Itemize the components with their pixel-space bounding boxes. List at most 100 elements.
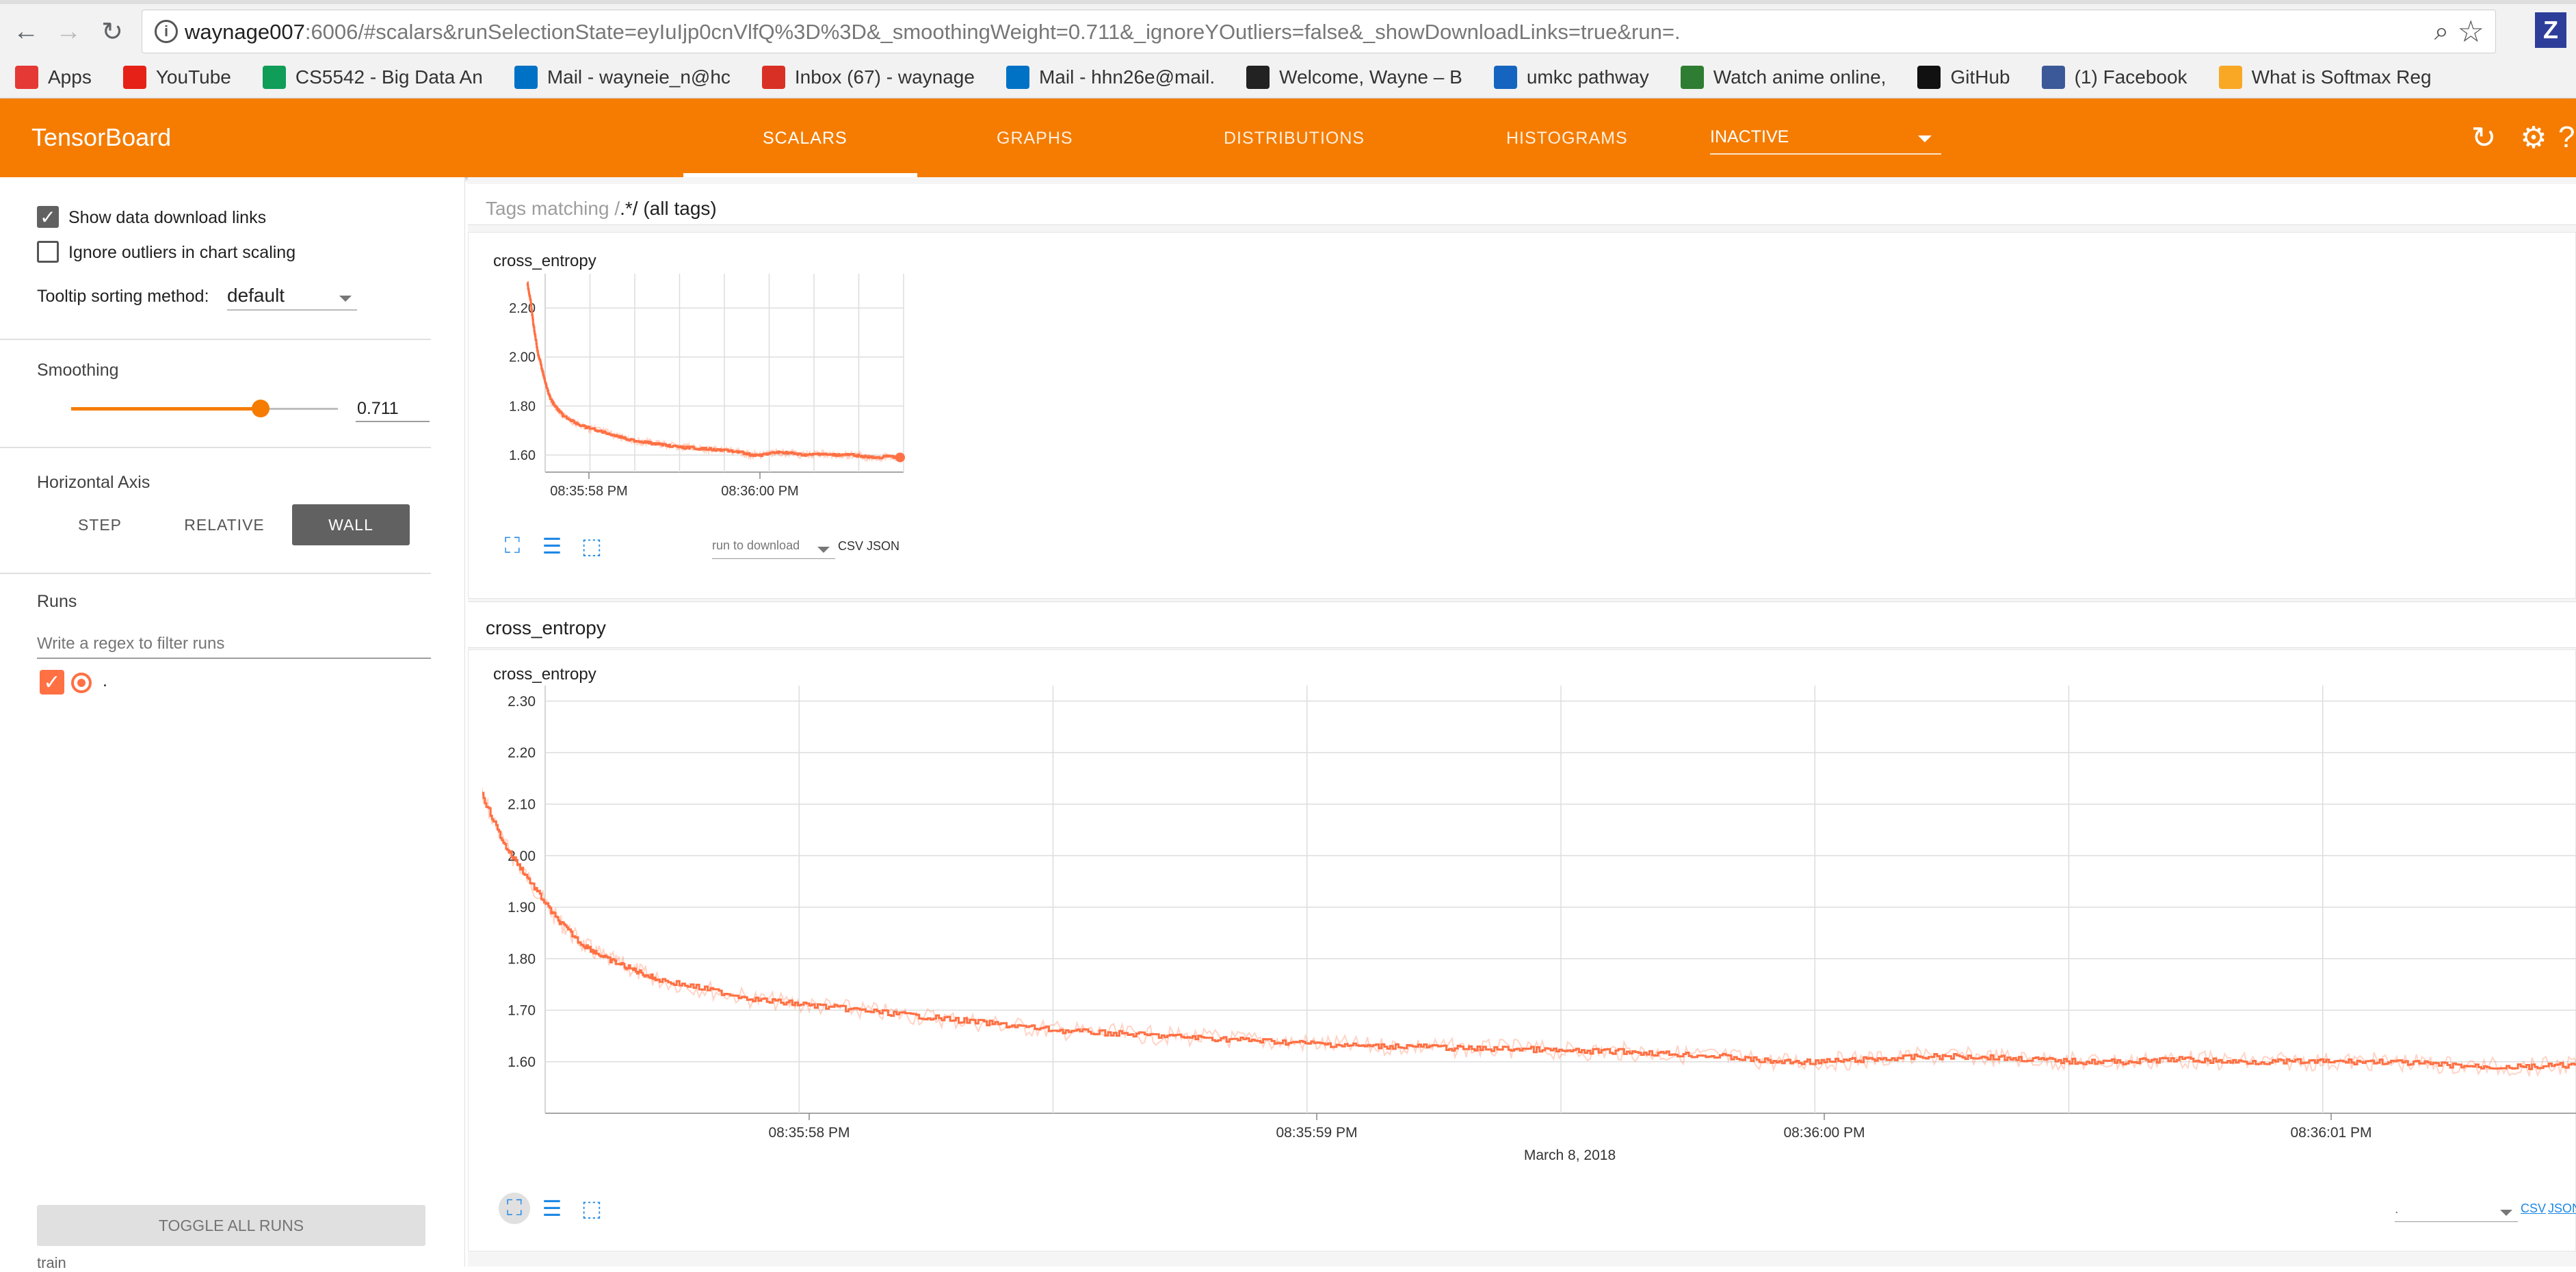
axis-step-button[interactable]: STEP — [77, 515, 122, 534]
bookmark-item[interactable]: Watch anime online, — [1680, 66, 1887, 89]
group-header[interactable]: cross_entropy — [468, 601, 2576, 648]
info-icon[interactable]: i — [155, 20, 178, 43]
bookmark-item[interactable]: Welcome, Wayne – B — [1246, 66, 1462, 89]
csv-link[interactable]: CSV — [2521, 1202, 2547, 1215]
address-bar[interactable]: i waynage007:6006/#scalars&runSelectionS… — [142, 10, 2496, 53]
y-tick-label: 2.20 — [508, 745, 536, 761]
bookmark-item[interactable]: What is Softmax Reg — [2218, 66, 2432, 89]
bookmark-item[interactable]: Mail - hhn26e@mail. — [1006, 66, 1215, 89]
tooltip-sorting-value: default — [227, 285, 285, 306]
run-radio[interactable] — [71, 673, 92, 693]
sidebar: ✓ Show data download links Ignore outlie… — [0, 177, 465, 1271]
reload-icon[interactable]: ↻ — [2471, 120, 2497, 155]
tab-strip — [0, 0, 2576, 4]
chart-title: cross_entropy — [493, 252, 596, 270]
bookmark-label: CS5542 - Big Data An — [295, 66, 483, 88]
toggle-log-scale-icon[interactable]: ☰ — [542, 1196, 562, 1221]
browser-chrome: ← → ↻ i waynage007:6006/#scalars&runSele… — [0, 0, 2576, 99]
url-path: :6006/#scalars&runSelectionState=eyIuIjp… — [304, 20, 1681, 44]
x-tick-label: 08:36:01 PM — [2290, 1125, 2371, 1141]
url-host: waynage007 — [185, 20, 305, 44]
blackboard-icon — [1246, 66, 1270, 89]
bookmark-item[interactable]: umkc pathway — [1493, 66, 1649, 89]
inactive-dashboards-select[interactable]: INACTIVE — [1710, 127, 1941, 155]
bookmark-item[interactable]: Inbox (67) - waynage — [761, 66, 975, 89]
axis-relative-button[interactable]: RELATIVE — [184, 515, 265, 534]
tab-distributions[interactable]: DISTRIBUTIONS — [1224, 129, 1365, 148]
csv-link[interactable]: CSV — [838, 539, 864, 553]
outlook-icon — [1006, 66, 1029, 89]
run-to-download-select[interactable]: run to download — [712, 538, 835, 559]
raw-series-line — [527, 281, 901, 463]
forward-arrow-icon[interactable]: → — [55, 16, 81, 46]
github-icon — [1917, 66, 1941, 89]
bookmark-label: GitHub — [1950, 66, 2010, 88]
tag-filter-prefix: Tags matching / — [486, 198, 620, 219]
ignore-outliers-checkbox[interactable] — [37, 241, 59, 263]
tab-histograms[interactable]: HISTOGRAMS — [1506, 129, 1628, 148]
selected-run: . — [2395, 1202, 2399, 1217]
axis-wall-button[interactable]: WALL — [292, 504, 410, 545]
bookmark-item[interactable]: (1) Facebook — [2041, 66, 2187, 89]
gear-icon[interactable]: ⚙ — [2520, 120, 2547, 155]
bookmark-item[interactable]: YouTube — [122, 66, 231, 89]
y-tick-label: 1.80 — [508, 951, 536, 967]
x-tick-label: 08:35:58 PM — [768, 1125, 850, 1141]
x-tick-label: 08:36:00 PM — [1783, 1125, 1865, 1141]
bookmark-label: Mail - wayneie_n@hc — [547, 66, 731, 88]
chart-card-small: cross_entropy 1.60 1.80 2.00 2.20 08:35:58 P… — [468, 232, 2576, 599]
tag-filter-input[interactable]: Tags matching /.*/ (all tags) — [468, 184, 2576, 225]
zoom-icon[interactable]: ⌕ — [2434, 17, 2449, 46]
bookmark-item[interactable]: Apps — [15, 66, 92, 89]
extension-z-icon[interactable]: Z — [2535, 12, 2566, 48]
bookmark-label: Inbox (67) - waynage — [794, 66, 975, 88]
smoothing-value-input[interactable]: 0.711 — [356, 395, 430, 422]
bookmark-label: Watch anime online, — [1713, 66, 1887, 88]
json-link[interactable]: JSON — [2548, 1202, 2576, 1215]
bookmark-label: Welcome, Wayne – B — [1279, 66, 1462, 88]
bookmark-star-icon[interactable]: ☆ — [2457, 15, 2484, 49]
runs-filter-input[interactable]: Write a regex to filter runs — [37, 629, 431, 659]
y-tick-label: 1.60 — [509, 448, 536, 463]
tooltip-sorting-select[interactable]: default — [227, 285, 357, 311]
large-chart[interactable]: 1.60 1.70 1.80 1.90 2.00 2.10 2.20 2.30 08:35:58… — [482, 686, 2576, 1178]
ignore-outliers-label: Ignore outliers in chart scaling — [68, 243, 296, 262]
run-checkbox[interactable]: ✓ — [40, 670, 64, 695]
back-arrow-icon[interactable]: ← — [13, 16, 39, 46]
fit-domain-icon[interactable]: ⬚ — [581, 534, 603, 558]
bookmark-item[interactable]: Mail - wayneie_n@hc — [514, 66, 731, 89]
horizontal-axis-title: Horizontal Axis — [37, 473, 150, 492]
bookmark-item[interactable]: CS5542 - Big Data An — [262, 66, 483, 89]
divider — [0, 447, 431, 448]
fullscreen-icon[interactable]: ⛶ — [499, 1193, 530, 1224]
tab-scalars[interactable]: SCALARS — [763, 129, 847, 148]
train-label: train — [37, 1254, 66, 1271]
help-icon[interactable]: ? — [2558, 120, 2575, 154]
tag-filter-suffix: / (all tags) — [632, 198, 717, 219]
apps-grid-icon — [15, 66, 38, 89]
run-to-download-select[interactable]: . — [2395, 1202, 2518, 1222]
fullscreen-icon[interactable]: ⛶ — [504, 533, 521, 558]
show-download-links-checkbox[interactable]: ✓ — [37, 206, 59, 228]
toggle-log-scale-icon[interactable]: ☰ — [542, 534, 562, 558]
url-text[interactable]: waynage007:6006/#scalars&runSelectionSta… — [185, 20, 1681, 44]
bookmark-item[interactable]: GitHub — [1917, 66, 2010, 89]
fit-domain-icon[interactable]: ⬚ — [581, 1196, 603, 1221]
dropdown-caret-icon — [817, 547, 830, 553]
y-tick-label: 1.80 — [509, 399, 536, 414]
y-tick-label: 2.20 — [509, 301, 536, 316]
bookmark-label: Mail - hhn26e@mail. — [1038, 66, 1215, 88]
tab-graphs[interactable]: GRAPHS — [997, 129, 1073, 148]
tensorboard-header: TensorBoard SCALARS GRAPHS DISTRIBUTIONS… — [0, 99, 2576, 177]
y-tick-label: 1.70 — [508, 1003, 536, 1019]
reload-icon[interactable]: ↻ — [101, 17, 123, 47]
chart-card-large: cross_entropy 1.60 1.70 1.80 1.90 2.00 2.10 2.… — [468, 649, 2576, 1251]
app-title: TensorBoard — [31, 123, 172, 151]
gmail-icon — [761, 66, 785, 89]
smoothing-slider-knob[interactable] — [252, 400, 270, 417]
toggle-all-runs-button[interactable]: TOGGLE ALL RUNS — [37, 1205, 425, 1246]
tooltip-sorting-label: Tooltip sorting method: — [37, 287, 209, 306]
json-link[interactable]: JSON — [867, 539, 900, 553]
y-tick-label: 2.10 — [508, 797, 536, 813]
